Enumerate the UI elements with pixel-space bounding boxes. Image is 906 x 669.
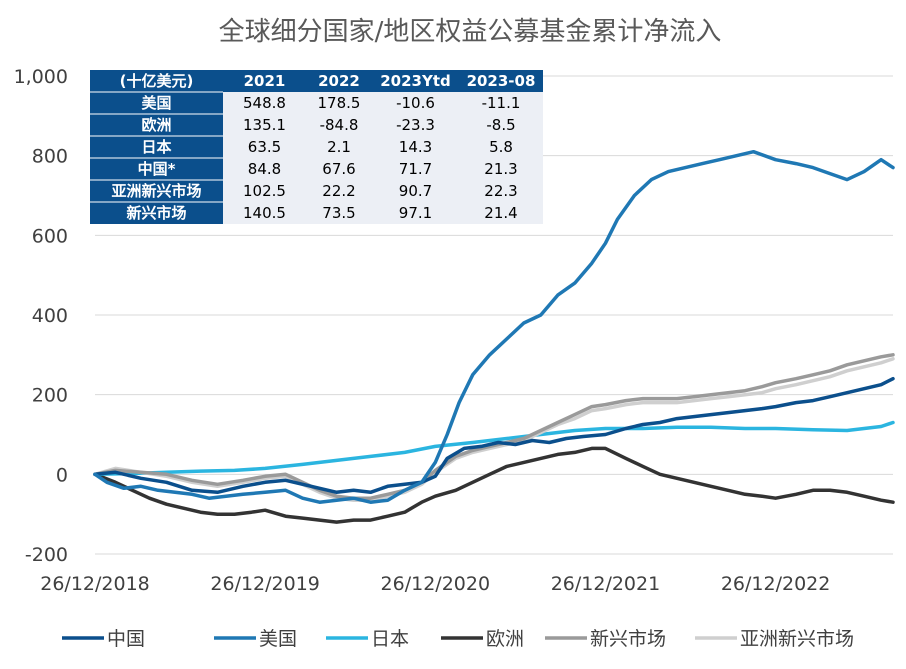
table-cell: -8.5	[486, 116, 515, 134]
series-line-2	[93, 420, 895, 477]
x-tick-label: 26/12/2020	[381, 573, 491, 595]
table-cell: 21.3	[484, 160, 517, 178]
table-cell: 84.8	[248, 160, 281, 178]
chart-title: 全球细分国家/地区权益公募基金累计净流入	[219, 17, 722, 47]
table-cell: 21.4	[484, 204, 517, 222]
legend-label: 美国	[259, 628, 297, 650]
table-cell: 63.5	[248, 138, 281, 156]
y-tick-label: 200	[32, 385, 68, 407]
table-cell: 90.7	[399, 182, 432, 200]
series-line-3	[93, 446, 895, 524]
table-header-cell: 2022	[318, 72, 360, 90]
legend-label: 日本	[371, 628, 409, 650]
series-line-1	[93, 149, 895, 504]
x-tick-label: 26/12/2018	[40, 573, 150, 595]
table-cell: 22.3	[484, 182, 517, 200]
legend: 中国 美国 日本 欧洲 新兴市场 亚洲新兴市场	[62, 628, 854, 650]
table-cell: -23.3	[396, 116, 435, 134]
table-cell: 548.8	[243, 94, 286, 112]
table-cell: 2.1	[327, 138, 351, 156]
x-tick-label: 26/12/2019	[210, 573, 320, 595]
table-header-cell: 2023-08	[467, 72, 536, 90]
table-cell: 135.1	[243, 116, 286, 134]
series-line-4	[93, 353, 895, 500]
table-row-label: 中国*	[138, 160, 176, 178]
y-tick-label: 800	[32, 146, 68, 168]
table-cell: 97.1	[399, 204, 432, 222]
legend-label: 中国	[107, 628, 145, 650]
table-cell: 71.7	[399, 160, 432, 178]
y-tick-label: 400	[32, 305, 68, 327]
table-row-label: 亚洲新兴市场	[111, 182, 201, 200]
table-label-col-bg	[90, 70, 223, 224]
x-axis: 26/12/2018 26/12/2019 26/12/2020 26/12/2021…	[40, 573, 830, 595]
table-cell: 5.8	[489, 138, 513, 156]
table-cell: 140.5	[243, 204, 286, 222]
table-cell: 102.5	[243, 182, 286, 200]
table-cell: 14.3	[399, 138, 432, 156]
table-header-cell: 2021	[244, 72, 286, 90]
table-cell: 73.5	[322, 204, 355, 222]
table-row-label: 新兴市场	[126, 204, 186, 222]
table-cell: -10.6	[396, 94, 435, 112]
series-lines	[93, 149, 895, 524]
table-cell: 22.2	[322, 182, 355, 200]
table-cell: 178.5	[318, 94, 361, 112]
table-cell: -11.1	[482, 94, 521, 112]
table-header-cell: (十亿美元)	[120, 72, 194, 90]
table-row-label: 日本	[141, 138, 171, 156]
series-line-0	[93, 376, 895, 495]
y-tick-label: -200	[25, 544, 68, 566]
y-axis: 1,000 800 600 400 200 0 -200	[14, 66, 68, 566]
y-tick-label: 600	[32, 225, 68, 247]
x-tick-label: 26/12/2022	[721, 573, 831, 595]
y-tick-label: 0	[56, 464, 68, 486]
series-line-5	[93, 357, 895, 502]
legend-label: 新兴市场	[590, 628, 666, 650]
legend-label: 亚洲新兴市场	[740, 628, 854, 650]
legend-label: 欧洲	[486, 628, 524, 650]
data-table: (十亿美元) 2021 2022 2023Ytd 2023-08 美国 548.8 178.5…	[90, 70, 543, 224]
y-tick-label: 1,000	[14, 66, 68, 88]
table-cell: 67.6	[322, 160, 355, 178]
table-row-label: 欧洲	[141, 116, 171, 134]
table-header-cell: 2023Ytd	[380, 72, 451, 90]
x-tick-label: 26/12/2021	[551, 573, 661, 595]
table-cell: -84.8	[320, 116, 359, 134]
table-row-label: 美国	[141, 94, 171, 112]
